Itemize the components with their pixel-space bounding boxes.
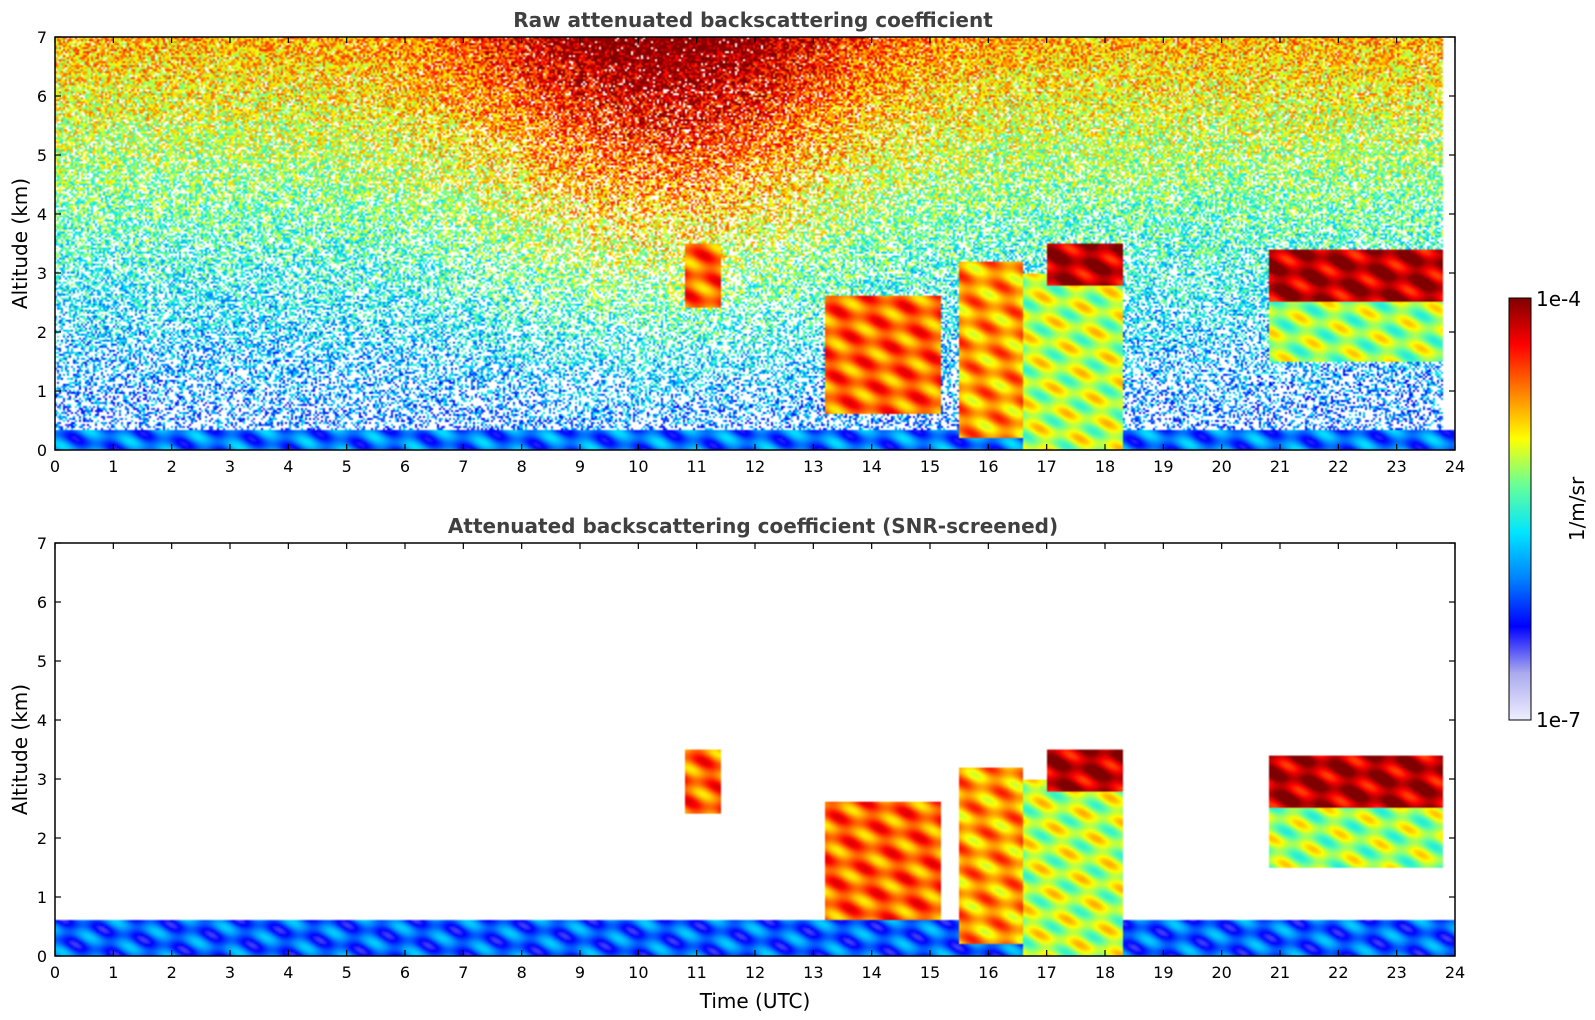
y-tick-label: 2 [37,829,47,848]
x-tick-label: 17 [1036,963,1056,982]
x-tick-label: 19 [1153,963,1173,982]
x-tick-label: 12 [745,963,765,982]
y-tick-label: 4 [37,205,47,224]
x-tick-label: 4 [283,963,293,982]
x-tick-label: 22 [1328,457,1348,476]
x-tick-label: 8 [517,963,527,982]
x-tick-label: 14 [861,963,881,982]
x-tick-label: 22 [1328,963,1348,982]
colorbar-max-label: 1e-4 [1536,287,1581,311]
x-tick-label: 6 [400,457,410,476]
panel-raw: Raw attenuated backscattering coefficien… [8,8,1465,476]
x-tick-label: 23 [1386,963,1406,982]
x-tick-label: 20 [1211,963,1231,982]
x-tick-label: 7 [458,457,468,476]
x-tick-label: 2 [167,457,177,476]
y-tick-label: 0 [37,441,47,460]
x-tick-label: 0 [50,457,60,476]
y-axis-label: Altitude (km) [8,178,32,309]
x-tick-label: 19 [1153,457,1173,476]
x-tick-label: 9 [575,963,585,982]
y-tick-label: 7 [37,534,47,553]
y-tick-label: 7 [37,28,47,47]
colorbar-gradient [1508,297,1532,721]
x-tick-label: 13 [803,457,823,476]
x-tick-label: 3 [225,963,235,982]
x-axis: 0 1 2 3 4 5 6 7 8 9 10 11 12 13 14 15 16 17 18 19 20 21 22 23 24 [50,37,1465,476]
x-tick-label: 16 [978,457,998,476]
y-axis: 0 1 2 3 4 5 6 7 [37,534,1455,966]
x-tick-label: 4 [283,457,293,476]
y-tick-label: 3 [37,264,47,283]
y-tick-label: 0 [37,947,47,966]
x-tick-label: 10 [628,963,648,982]
x-tick-label: 15 [920,963,940,982]
panel-screened: Attenuated backscattering coefficient (S… [8,514,1465,1013]
x-axis-label: Time (UTC) [699,989,811,1013]
x-tick-label: 24 [1445,457,1465,476]
y-axis-label: Altitude (km) [8,684,32,815]
x-tick-label: 15 [920,457,940,476]
x-tick-label: 2 [167,963,177,982]
panel-title: Raw attenuated backscattering coefficien… [513,8,993,32]
x-tick-label: 8 [517,457,527,476]
x-tick-label: 23 [1386,457,1406,476]
y-tick-label: 6 [37,593,47,612]
x-axis: 0 1 2 3 4 5 6 7 8 9 10 11 12 13 14 15 16 17 18 19 20 21 22 23 24 [50,543,1465,982]
x-tick-label: 9 [575,457,585,476]
x-tick-label: 21 [1270,457,1290,476]
x-tick-label: 12 [745,457,765,476]
colorbar-min-label: 1e-7 [1536,708,1581,732]
y-tick-label: 1 [37,888,47,907]
y-tick-label: 5 [37,146,47,165]
x-tick-label: 3 [225,457,235,476]
x-tick-label: 16 [978,963,998,982]
x-tick-label: 5 [342,963,352,982]
heatmap-image [55,37,1455,450]
y-tick-label: 1 [37,382,47,401]
y-tick-label: 3 [37,770,47,789]
y-tick-label: 5 [37,652,47,671]
x-tick-label: 18 [1095,963,1115,982]
heatmap-image [55,543,1455,956]
x-tick-label: 7 [458,963,468,982]
x-tick-label: 11 [686,457,706,476]
x-tick-label: 0 [50,963,60,982]
panel-title: Attenuated backscattering coefficient (S… [448,514,1058,538]
colorbar-unit-label: 1/m/sr [1565,476,1589,541]
x-tick-label: 1 [108,963,118,982]
y-axis: 0 1 2 3 4 5 6 7 [37,28,1455,460]
colorbar: 1e-4 1e-7 1/m/sr [1508,287,1589,732]
y-tick-label: 2 [37,323,47,342]
x-tick-label: 13 [803,963,823,982]
x-tick-label: 11 [686,963,706,982]
x-tick-label: 14 [861,457,881,476]
x-tick-label: 10 [628,457,648,476]
y-tick-label: 6 [37,87,47,106]
x-tick-label: 17 [1036,457,1056,476]
x-tick-label: 21 [1270,963,1290,982]
x-tick-label: 20 [1211,457,1231,476]
x-tick-label: 6 [400,963,410,982]
y-tick-label: 4 [37,711,47,730]
x-tick-label: 1 [108,457,118,476]
x-tick-label: 18 [1095,457,1115,476]
x-tick-label: 24 [1445,963,1465,982]
x-tick-label: 5 [342,457,352,476]
